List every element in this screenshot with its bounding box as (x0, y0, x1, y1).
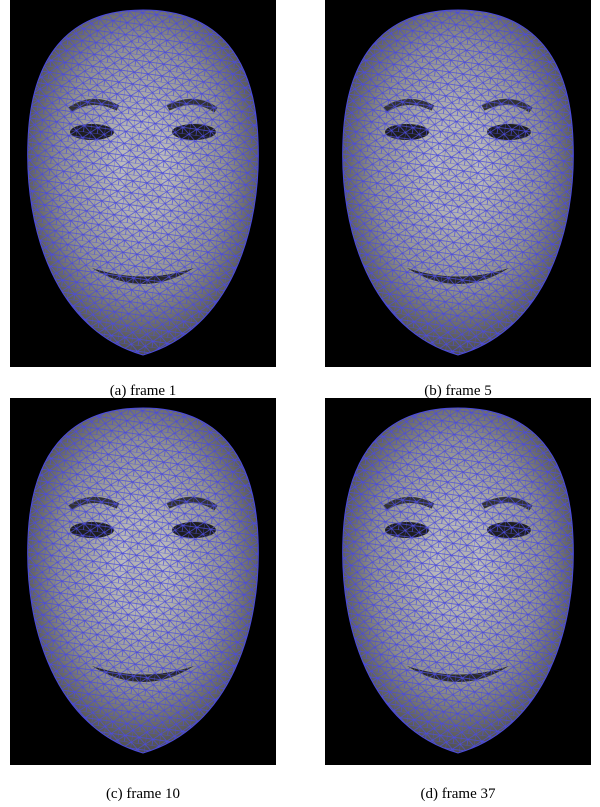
face-image (10, 398, 276, 765)
face-image (10, 0, 276, 367)
face-image (325, 398, 591, 765)
caption: (b) frame 5 (325, 383, 591, 400)
page: {"figure": {"panels": [ {"caption": "(a)… (0, 0, 600, 807)
caption: (c) frame 10 (10, 786, 276, 803)
face-image (325, 0, 591, 367)
caption: (a) frame 1 (10, 383, 276, 400)
caption: (d) frame 37 (325, 786, 591, 803)
